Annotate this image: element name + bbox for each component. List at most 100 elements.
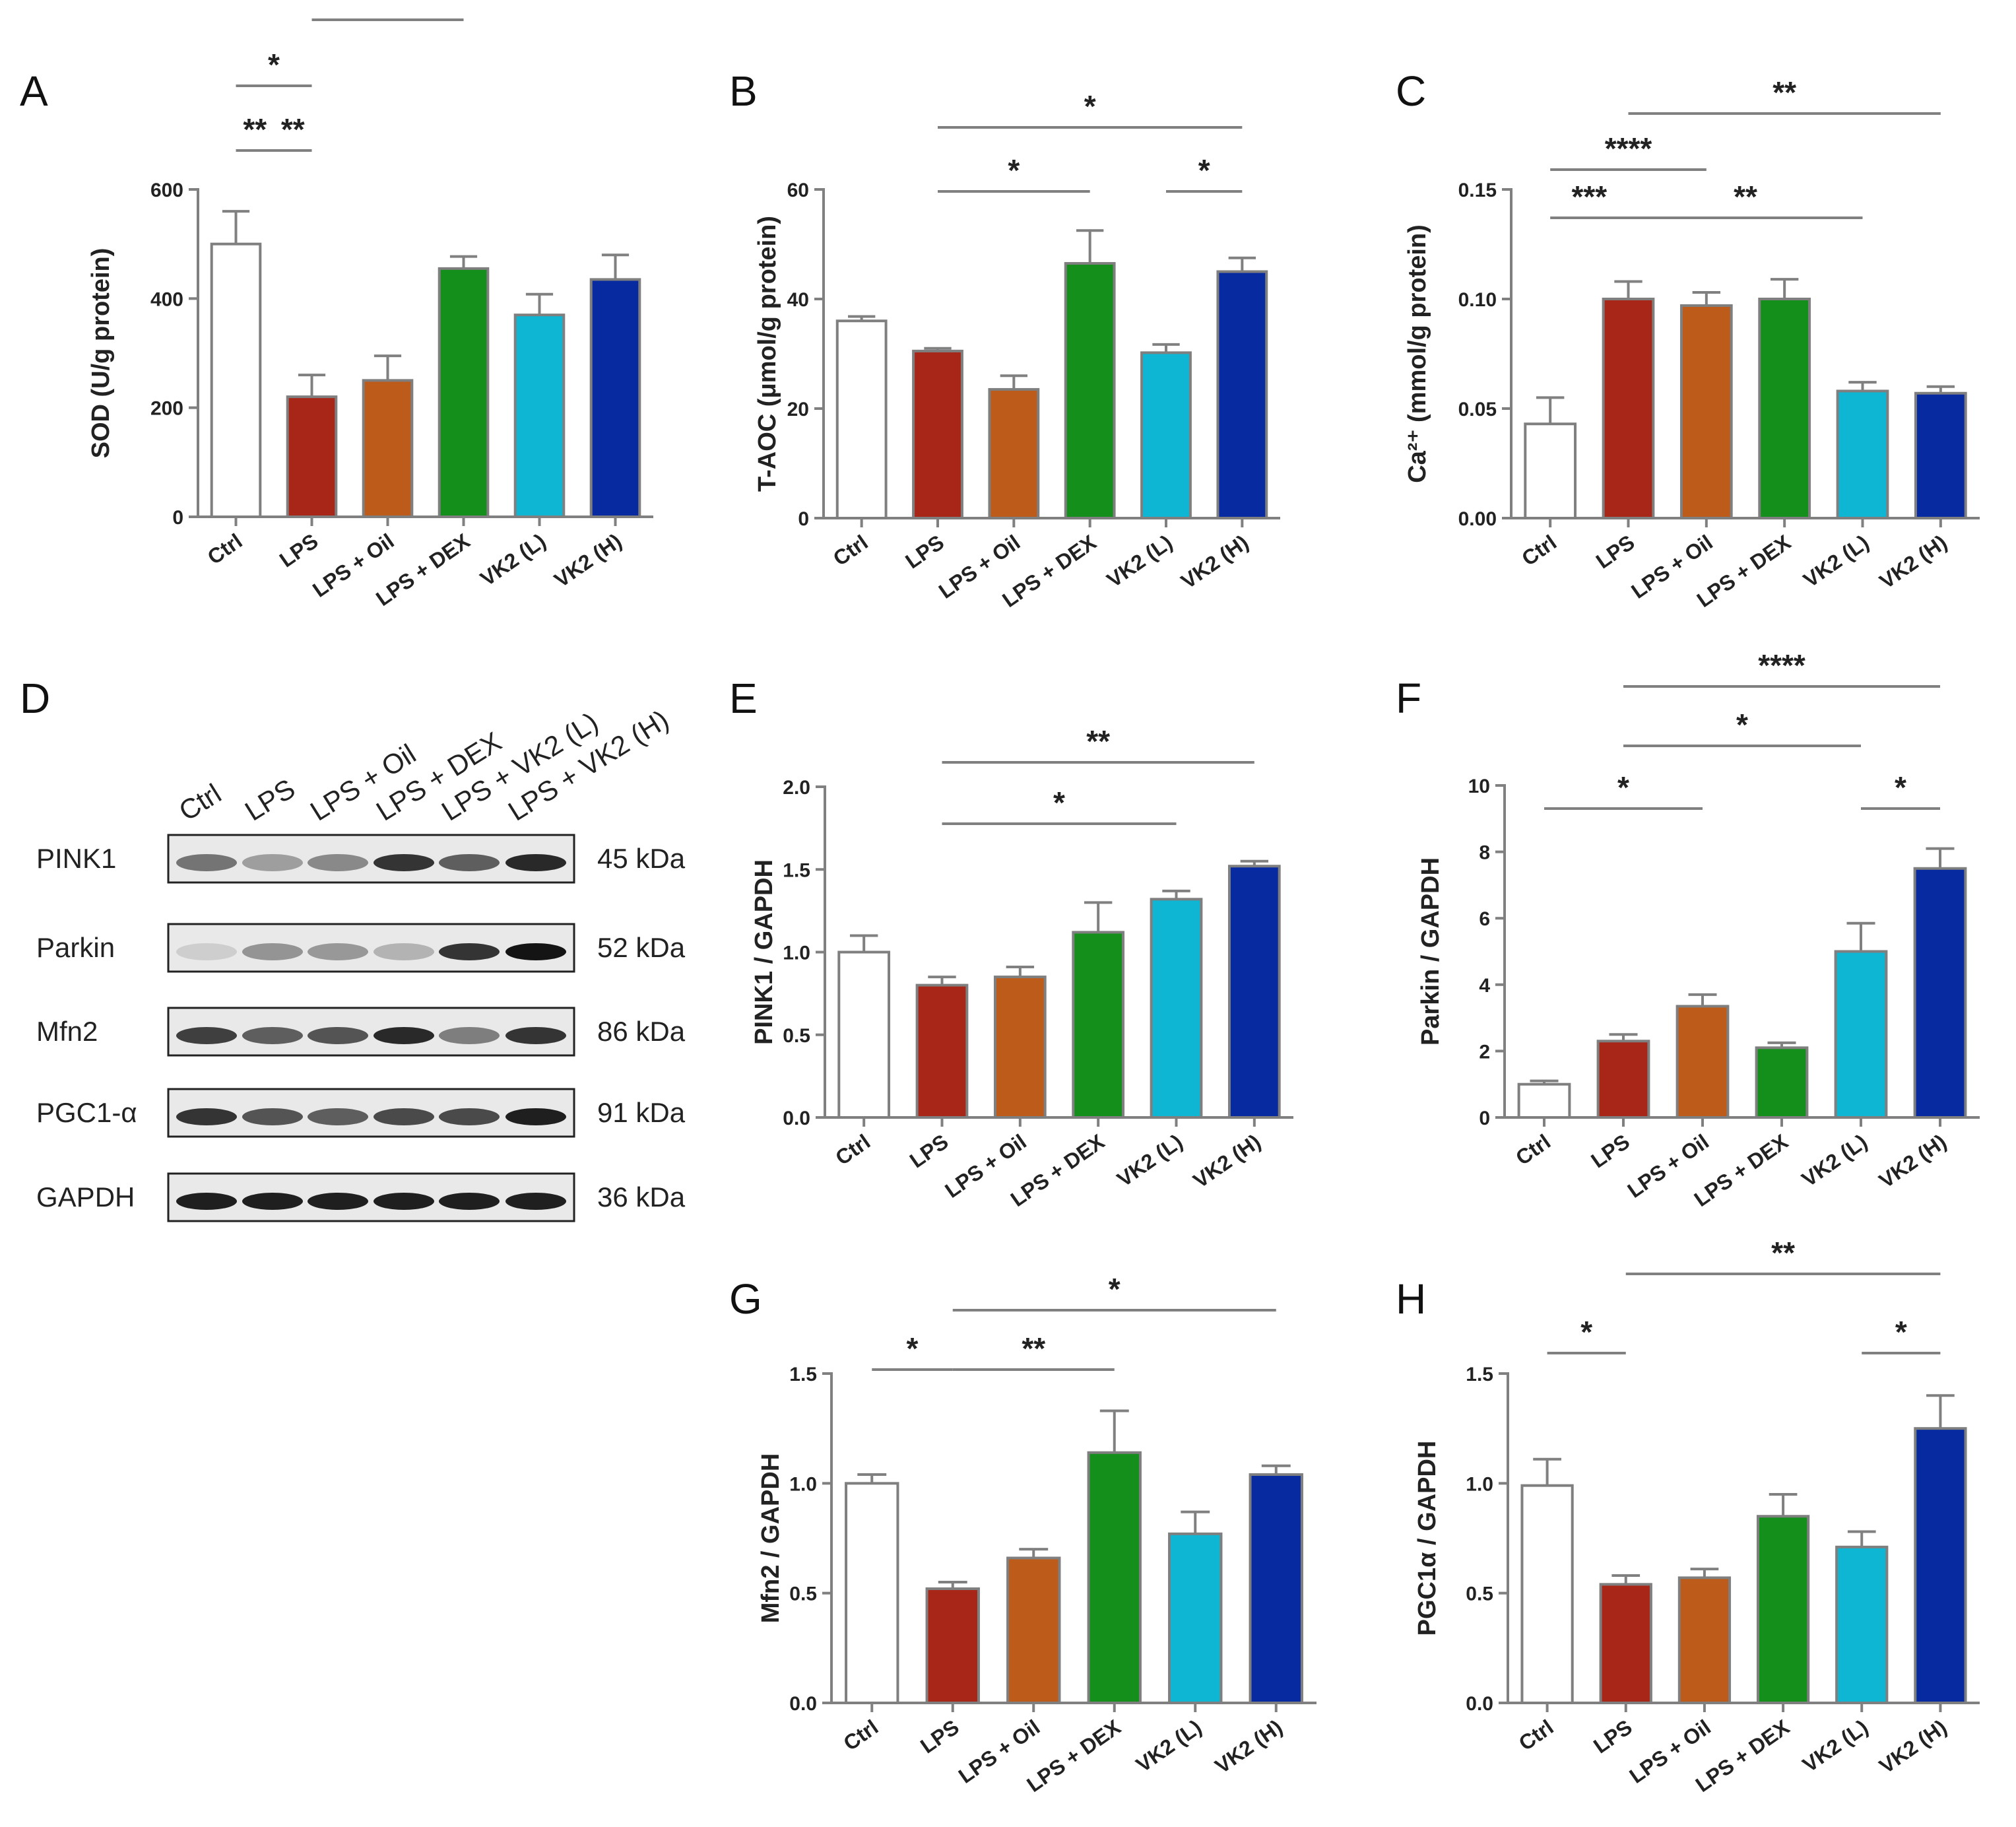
significance-stars: **: [243, 112, 267, 147]
bar: [1168, 1532, 1223, 1704]
protein-band: [176, 854, 237, 871]
bar: [1216, 270, 1268, 519]
protein-band: [374, 854, 434, 871]
panel-label-h: H: [1396, 1275, 1426, 1323]
protein-band: [374, 1108, 434, 1125]
blot-strip: [167, 1088, 575, 1138]
bar: [988, 387, 1040, 520]
bar: [1913, 867, 1967, 1119]
protein-band: [439, 1108, 500, 1125]
protein-band: [242, 943, 303, 960]
y-tick-label: 1.0: [1466, 1473, 1493, 1495]
bar: [837, 950, 891, 1119]
protein-band: [242, 854, 303, 871]
y-axis-title: PGC1α / GAPDH: [1414, 1441, 1441, 1636]
panel-label-d: D: [20, 675, 50, 722]
protein-band: [242, 1108, 303, 1125]
blot-strip: [167, 1007, 575, 1057]
molecular-weight-label: 45 kDa: [597, 843, 686, 874]
bar: [1914, 391, 1967, 520]
molecular-weight-label: 52 kDa: [597, 932, 686, 963]
y-tick-label: 0.5: [783, 1025, 810, 1047]
panel-label-b: B: [729, 67, 758, 115]
y-tick-label: 600: [150, 180, 183, 201]
y-tick-label: 20: [787, 399, 809, 420]
y-tick-label: 400: [150, 288, 183, 310]
significance-stars: ****: [1605, 131, 1652, 166]
bar: [845, 1482, 899, 1704]
bar: [1755, 1046, 1809, 1119]
bar: [438, 267, 490, 518]
bar: [1150, 898, 1203, 1119]
protein-band: [308, 854, 368, 871]
y-tick-label: 0.10: [1458, 289, 1497, 311]
y-tick-label: 1.5: [1466, 1364, 1493, 1385]
bar: [1596, 1040, 1650, 1119]
bar: [1227, 865, 1281, 1119]
y-tick-label: 200: [150, 398, 183, 420]
significance-stars: **: [1022, 1331, 1045, 1366]
y-tick-label: 40: [787, 289, 809, 311]
protein-band: [439, 1193, 500, 1210]
y-tick-label: 0.00: [1458, 508, 1497, 530]
protein-band: [242, 1027, 303, 1044]
y-tick-label: 8: [1479, 842, 1490, 864]
protein-band: [176, 943, 237, 960]
y-tick-label: 2.0: [783, 777, 810, 799]
protein-band: [374, 1193, 434, 1210]
y-axis-title: T-AOC (μmol/g protein): [754, 216, 781, 492]
y-tick-label: 1.5: [789, 1364, 817, 1385]
bar: [1679, 304, 1733, 519]
bar: [1599, 1583, 1652, 1705]
bar: [210, 242, 262, 518]
y-axis-title: SOD (U/g protein): [87, 248, 115, 459]
panel-label-a: A: [20, 67, 48, 115]
bar: [1524, 422, 1577, 519]
protein-band: [505, 1108, 566, 1125]
y-axis-title: Ca²⁺ (mmol/g protein): [1404, 224, 1431, 483]
bar: [835, 319, 888, 519]
protein-label: Parkin: [36, 932, 115, 963]
protein-band: [308, 1108, 368, 1125]
protein-band: [439, 854, 500, 871]
significance-stars: **: [281, 112, 305, 147]
y-tick-label: 0.05: [1458, 399, 1497, 420]
significance-stars: *: [1895, 770, 1906, 805]
protein-band: [374, 1027, 434, 1044]
protein-label: Mfn2: [36, 1016, 98, 1047]
bar: [1517, 1082, 1571, 1119]
protein-band: [176, 1193, 237, 1210]
bar: [1914, 1427, 1967, 1705]
bar: [1756, 1515, 1810, 1705]
panel-label-g: G: [729, 1275, 762, 1323]
protein-band: [505, 1027, 566, 1044]
panel-label-c: C: [1396, 67, 1426, 115]
significance-stars: *: [1617, 770, 1629, 805]
bar: [1675, 1005, 1730, 1119]
significance-stars: *: [1008, 153, 1020, 187]
y-axis-title: Mfn2 / GAPDH: [757, 1453, 785, 1624]
y-tick-label: 0.0: [789, 1693, 817, 1715]
protein-label: GAPDH: [36, 1181, 135, 1212]
significance-stars: **: [1086, 724, 1110, 758]
protein-label: PINK1: [36, 843, 116, 874]
bar: [1006, 1556, 1061, 1704]
protein-band: [439, 943, 500, 960]
significance-stars: **: [1772, 75, 1796, 110]
y-tick-label: 4: [1479, 975, 1490, 997]
significance-stars: **: [1734, 180, 1757, 214]
y-tick-label: 0.5: [789, 1583, 817, 1605]
significance-stars: ****: [1758, 648, 1805, 682]
bar: [1520, 1484, 1574, 1704]
panel-label-e: E: [729, 675, 758, 722]
y-axis-title: Parkin / GAPDH: [1417, 857, 1445, 1046]
panel-label-f: F: [1396, 675, 1421, 722]
protein-band: [505, 943, 566, 960]
bar: [1836, 389, 1889, 519]
blot-strip: [167, 834, 575, 884]
protein-band: [505, 854, 566, 871]
